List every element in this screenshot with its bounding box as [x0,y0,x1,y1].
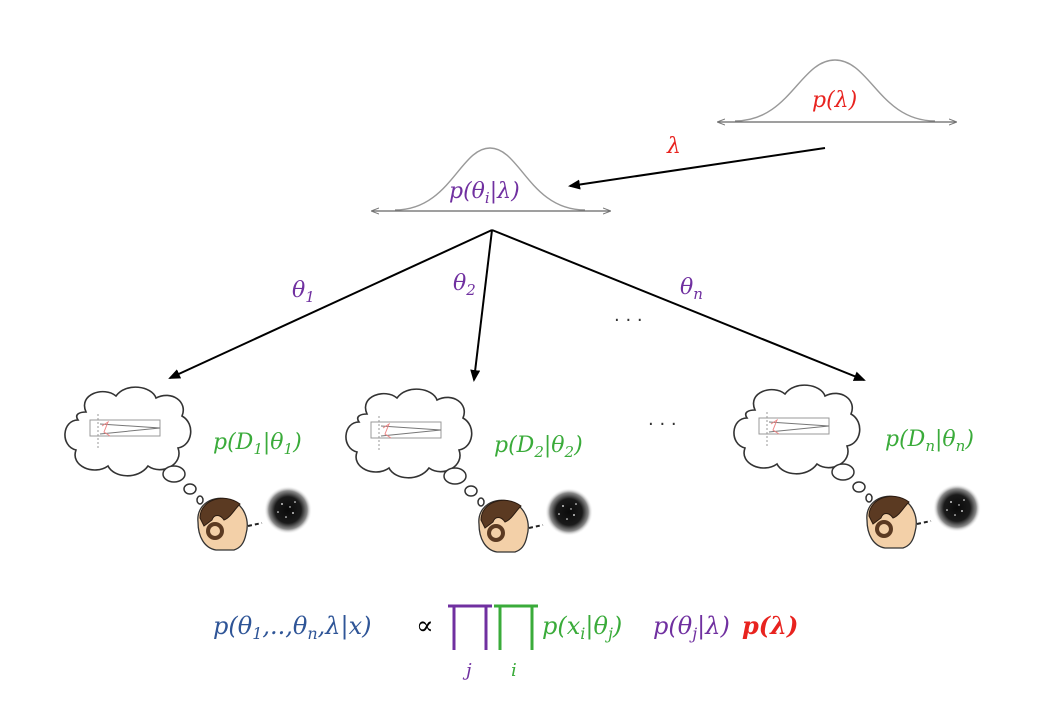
formula-lhs: p(θ1,..,θn,λ|x) [213,612,371,643]
formula-hyperprior: p(λ) [742,611,798,640]
posterior-formula: p(θ1,..,θn,λ|x) ∝ j i p(xi|θj) p(θj|λ) p… [213,604,798,681]
product-i-index: i [511,660,517,681]
theta-n-arrow [491,229,866,381]
likelihood-n-label: p(Dn|θn) [885,427,974,455]
hyperprior-label: p(λ) [812,88,857,113]
product-j-symbol [448,604,492,650]
formula-proportional: ∝ [416,611,434,641]
hyperprior-distribution: p(λ) [718,59,956,122]
population-distribution: p(θi|λ) [372,147,610,211]
observer-1-illustration [63,386,313,551]
theta-1-arrow [168,229,493,379]
svg-text:p(λ): p(λ) [812,88,857,113]
likelihood-1-label: p(D1|θ1) [213,430,302,458]
theta-1-label: θ1 [292,278,315,306]
lambda-arrow-label: λ [666,134,681,159]
observer-2-illustration [344,388,594,553]
formula-likelihood: p(xi|θj) [542,612,622,643]
lambda-arrow [568,147,826,190]
likelihood-2-label: p(D2|θ2) [494,433,583,461]
theta-n-label: θn [680,275,703,303]
ellipsis-observers: · · · [648,414,677,435]
observer-n-illustration [732,384,982,549]
theta-2-label: θ2 [453,271,476,299]
ellipsis-top: · · · [614,310,643,331]
product-j-index: j [462,660,472,681]
product-i-symbol [494,604,538,650]
formula-population: p(θj|λ) [653,612,730,643]
population-label: p(θi|λ) [449,179,520,207]
theta-2-arrow [470,229,493,382]
